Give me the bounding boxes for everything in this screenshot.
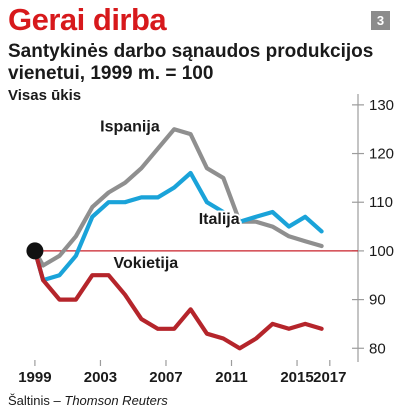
figure-number-badge: 3 [371, 11, 390, 30]
chart-subtitle: Santykinės darbo sąnaudos produkcijos vi… [8, 41, 374, 84]
series-line-vokietija [32, 248, 324, 351]
y-tick-label-130: 130 [369, 97, 394, 114]
x-tick-label-2015: 2015 [280, 369, 313, 386]
x-tick-label-1999: 1999 [18, 369, 51, 386]
y-axis: 80 90 100 110 120 130 [352, 94, 394, 362]
y-axis-label: Visas ūkis [8, 87, 82, 104]
series-lines [26, 127, 324, 351]
series-labels: Ispanija Italija Vokietija [98, 117, 242, 274]
x-tick-label-2007: 2007 [149, 369, 182, 386]
chart-title: Gerai dirba [8, 2, 167, 37]
x-tick-label-2003: 2003 [84, 369, 117, 386]
y-tick-label-80: 80 [369, 340, 386, 357]
x-axis: 1999 2003 2007 2011 2015 2017 [18, 360, 346, 386]
x-tick-label-2017: 2017 [313, 369, 346, 386]
x-tick-label-2011: 2011 [215, 369, 248, 386]
start-point-marker [26, 242, 44, 260]
series-line-ispanija [32, 127, 324, 268]
series-label-italija: Italija [199, 211, 240, 228]
series-label-ispanija: Ispanija [100, 119, 160, 136]
y-tick-label-90: 90 [369, 292, 386, 309]
y-tick-label-100: 100 [369, 243, 394, 260]
y-tick-label-120: 120 [369, 146, 394, 163]
source-prefix: Šaltinis – [8, 393, 65, 408]
source-name: Thomson Reuters [64, 393, 168, 408]
series-label-vokietija: Vokietija [114, 255, 179, 272]
source-note: Šaltinis – Thomson Reuters [8, 393, 168, 408]
y-tick-label-110: 110 [369, 194, 393, 211]
series-line-italija [32, 170, 324, 283]
